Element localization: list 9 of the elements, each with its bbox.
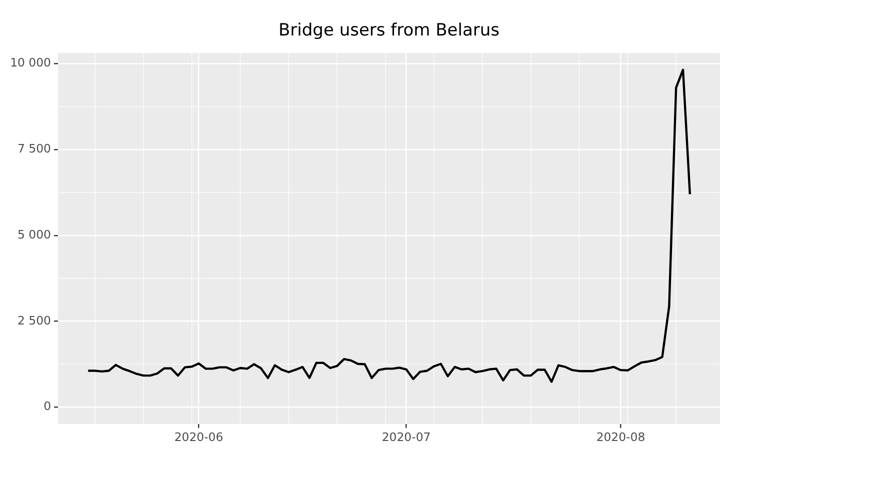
- y-tick-label: 10 000: [10, 56, 51, 70]
- y-tick-label: 7 500: [18, 142, 51, 156]
- x-tick-label: 2020-06: [174, 430, 224, 444]
- chart-title: Bridge users from Belarus: [278, 20, 500, 40]
- y-tick-label: 5 000: [18, 227, 51, 242]
- y-tick-label: 0: [44, 399, 51, 414]
- x-tick-label: 2020-08: [596, 430, 646, 444]
- x-tick-label: 2020-07: [382, 430, 431, 444]
- y-tick-label: 2 500: [18, 313, 51, 328]
